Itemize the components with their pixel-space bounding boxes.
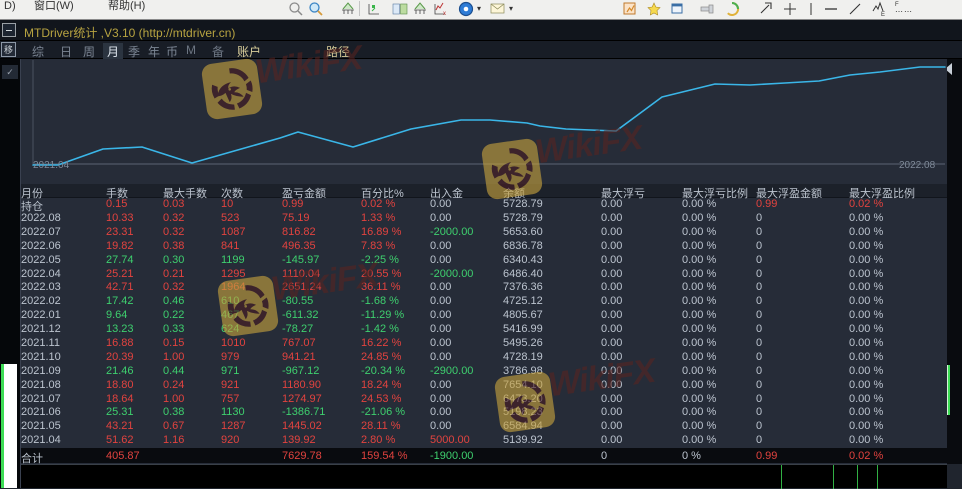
svg-text:x: x: [443, 11, 446, 17]
svg-text:E: E: [881, 12, 885, 17]
